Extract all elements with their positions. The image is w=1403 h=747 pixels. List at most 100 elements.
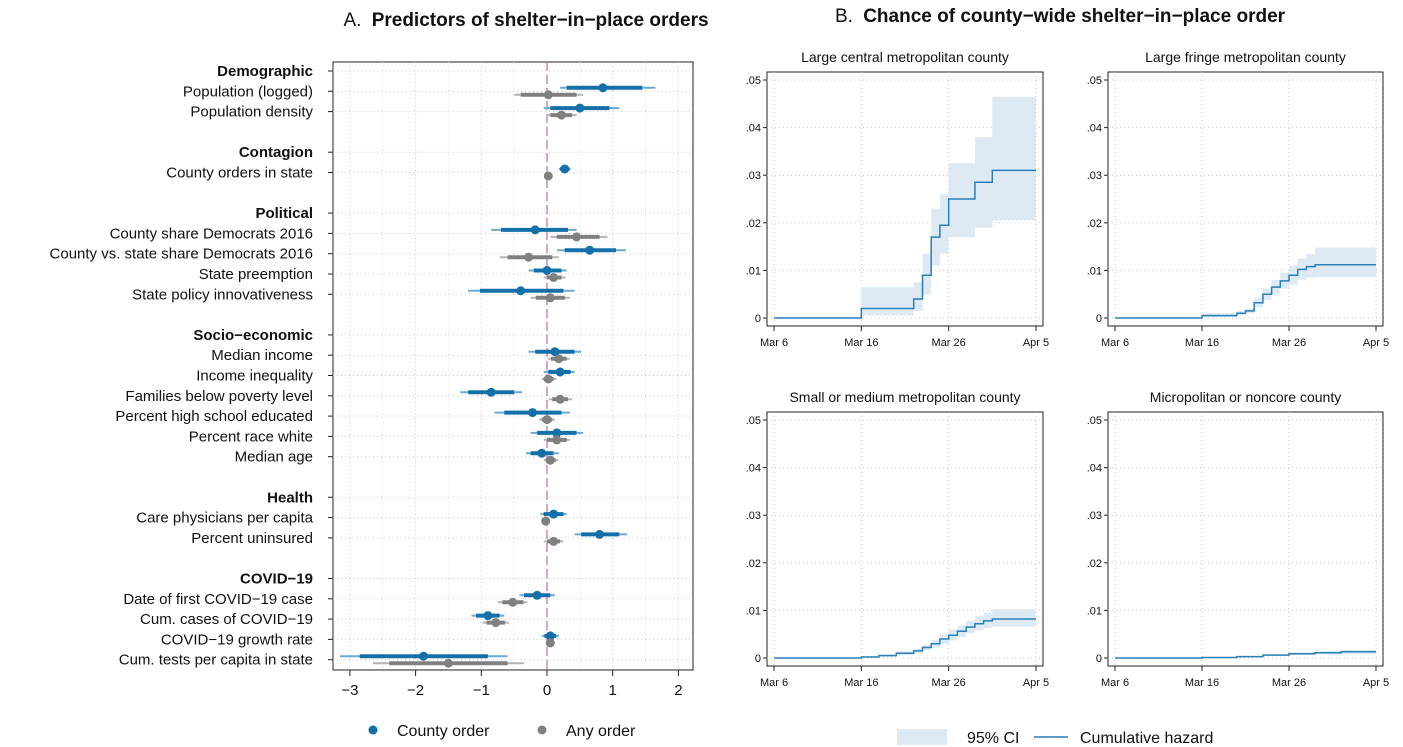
x-tick-label: Mar 6 — [1101, 337, 1129, 349]
y-tick-label: .05 — [746, 415, 761, 427]
plot-frame — [1107, 411, 1384, 667]
legend-panel-b: 95% CI Cumulative hazard — [897, 729, 1213, 747]
any-order-point — [542, 415, 552, 425]
panel-title: Small or medium metropolitan county — [789, 389, 1020, 405]
y-tick-label: 0 — [755, 653, 761, 665]
predictor-label: Income inequality — [196, 368, 313, 385]
x-tick-label: Apr 5 — [1363, 337, 1389, 349]
county-order-point — [542, 266, 552, 275]
y-tick-label: .03 — [746, 170, 761, 182]
legend-ci-label: 95% CI — [967, 730, 1019, 747]
county-order-point — [598, 83, 608, 93]
predictor-label: Percent race white — [189, 428, 313, 445]
predictor-label: Cum. tests per capita in state — [119, 652, 313, 669]
y-tick-label: .03 — [746, 510, 761, 522]
y-tick-label: 0 — [1096, 313, 1102, 325]
county-order-point — [585, 245, 595, 255]
x-tick-label: Mar 26 — [1272, 337, 1306, 349]
x-tick-label: Mar 6 — [760, 337, 788, 349]
hazard-line — [1115, 651, 1376, 659]
any-order-point — [556, 110, 566, 120]
y-tick-label: .04 — [1087, 463, 1102, 475]
county-order-point — [537, 448, 547, 458]
any-order-point — [552, 435, 562, 445]
any-order-point — [543, 374, 553, 384]
x-tick-label: Mar 6 — [760, 677, 788, 689]
legend-county-label: County order — [397, 723, 490, 740]
ci-band — [774, 609, 1036, 658]
any-order-point — [508, 597, 518, 607]
predictor-label: Families below poverty level — [125, 388, 313, 405]
group-label: Political — [255, 205, 313, 222]
panel-title: Large central metropolitan county — [801, 49, 1009, 65]
any-order-point — [549, 536, 559, 546]
x-tick-label: Mar 16 — [1185, 337, 1219, 349]
predictor-label: Median age — [235, 449, 313, 466]
plot-frame — [766, 71, 1044, 327]
x-tick-label: Mar 16 — [1185, 677, 1219, 689]
panel-a-title-main: Predictors of shelter−in−place orders — [372, 10, 709, 31]
any-order-point — [541, 516, 551, 526]
panel-title: Large fringe metropolitan county — [1145, 49, 1346, 65]
county-order-point — [516, 286, 526, 296]
x-tick-label: 0 — [543, 682, 551, 699]
x-tick-label: Apr 5 — [1363, 677, 1389, 689]
any-order-point — [572, 232, 582, 242]
legend-hazard-label: Cumulative hazard — [1080, 730, 1213, 747]
plot-frame — [1107, 71, 1384, 327]
panel-b-title-prefix: B. — [835, 6, 853, 27]
x-tick-label: Mar 6 — [1101, 677, 1129, 689]
x-tick-label: Apr 5 — [1023, 677, 1049, 689]
y-tick-label: .01 — [746, 605, 761, 617]
county-order-point — [595, 529, 605, 539]
ci-band — [1115, 247, 1376, 318]
any-order-point — [545, 638, 555, 648]
group-label: Health — [267, 489, 313, 506]
any-order-point — [543, 171, 553, 181]
y-tick-label: .04 — [746, 463, 761, 475]
ci-band — [774, 96, 1036, 318]
county-order-point — [528, 408, 538, 418]
hazard-panel-micropolitan: Micropolitan or noncore county .05 .04 .03.… — [1087, 389, 1389, 689]
y-tick-label: 0 — [755, 313, 761, 325]
any-order-point — [554, 354, 564, 364]
y-tick-label: .01 — [1087, 265, 1102, 277]
panel-a-title-prefix: A. — [343, 10, 361, 31]
hazard-line — [774, 618, 1036, 659]
predictor-label: County orders in state — [166, 165, 313, 182]
county-order-point — [418, 651, 428, 661]
legend-any-label: Any order — [566, 723, 636, 740]
panel-b-title: B. Chance of county−wide shelter−in−plac… — [835, 6, 1286, 27]
predictor-label: Percent high school educated — [115, 408, 313, 425]
y-tick-label: .05 — [1087, 75, 1102, 87]
panel-title: Micropolitan or noncore county — [1150, 389, 1341, 405]
group-label: Socio−economic — [193, 327, 313, 344]
x-tick-label: Apr 5 — [1023, 337, 1049, 349]
y-tick-label: .01 — [746, 265, 761, 277]
predictor-label: COVID−19 growth rate — [161, 631, 313, 648]
any-order-point — [549, 273, 559, 282]
plot-frame — [332, 61, 694, 671]
county-order-point — [530, 225, 540, 235]
any-order-point — [555, 394, 565, 404]
x-tick-label: 1 — [609, 682, 617, 699]
any-order-point — [545, 455, 555, 465]
plot-frame — [766, 411, 1044, 667]
county-order-point — [545, 631, 555, 641]
predictor-label: Date of first COVID−19 case — [123, 591, 313, 608]
y-tick-label: .03 — [1087, 170, 1102, 182]
any-order-point — [545, 293, 555, 303]
x-tick-label: Mar 16 — [844, 677, 878, 689]
legend-ci-swatch — [897, 729, 947, 745]
hazard-line — [1115, 263, 1376, 319]
predictor-label: Median income — [211, 347, 313, 364]
county-order-point — [552, 428, 562, 438]
y-tick-label: .04 — [746, 123, 761, 135]
county-order-point — [560, 164, 570, 174]
x-tick-label: −3 — [341, 682, 358, 699]
y-tick-label: .01 — [1087, 605, 1102, 617]
county-order-point — [575, 103, 585, 113]
any-order-point — [524, 252, 534, 262]
any-order-point — [543, 90, 553, 100]
y-tick-label: .03 — [1087, 510, 1102, 522]
